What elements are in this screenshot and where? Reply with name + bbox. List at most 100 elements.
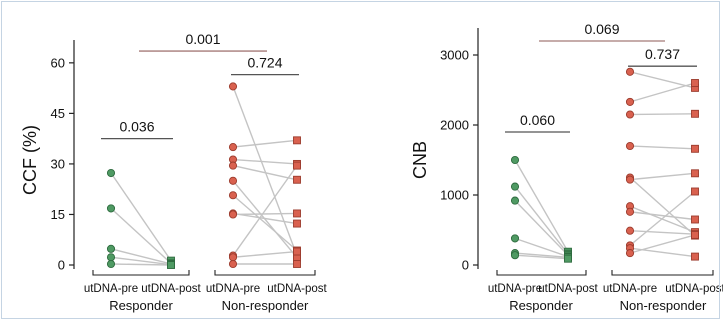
post-point [691,169,699,178]
pre-point [510,155,520,165]
pre-point [228,143,238,152]
group-label: Responder [109,298,173,313]
post-point [564,254,572,263]
figure-border [1,1,720,319]
paired-line [232,250,298,258]
paired-line [629,211,696,221]
paired-line [110,207,172,264]
paired-line [110,263,172,266]
paired-line [232,86,298,256]
p-value-label: 0.069 [584,21,619,37]
category-label: utDNA-pre [488,283,542,295]
post-point [691,230,699,239]
group-label: Non-responder [222,298,309,313]
paired-line [629,172,696,181]
group-baseline [611,270,714,276]
cnb-panel: 0 1000 2000 3000 CNB utDNA-pre utDNA-post utDNA… [410,21,723,313]
y-tick-label: 30 [51,156,65,171]
pre-point [625,207,635,216]
paired-line [629,176,696,237]
pre-point [510,196,520,205]
pre-point [106,204,116,213]
y-axis-label: CNB [410,141,430,179]
paired-line [110,256,172,266]
pre-point [106,244,116,253]
category-label: utDNA-post [267,283,327,295]
y-axis-label: CCF (%) [20,125,40,195]
paired-line [514,159,569,253]
paired-line [629,145,696,150]
paired-line [514,252,569,258]
pre-point [228,176,238,185]
paired-line [514,200,569,256]
p-value-label: 0.724 [247,55,282,71]
paired-line [629,230,696,235]
post-point [293,247,301,256]
category-label: utDNA-post [665,283,723,295]
post-point [691,187,699,196]
group-label: Responder [509,298,573,313]
category-label: utDNA-pre [84,283,138,295]
paired-line [629,82,696,103]
pre-point [625,175,635,184]
pre-point [228,210,238,219]
pre-point [625,67,635,76]
pre-point [106,168,116,178]
post-point [293,136,301,145]
paired-line [514,186,569,255]
paired-line [232,212,298,216]
y-tick-label: 15 [51,207,65,222]
p-value-label: 0.001 [185,31,220,47]
paired-line [629,234,696,254]
paired-line [232,165,298,256]
group-baseline [214,270,316,276]
post-point [691,109,699,118]
post-point [293,175,301,184]
pre-point [228,191,238,200]
paired-line [629,113,696,116]
group-baseline [92,270,190,276]
post-point [293,260,301,268]
y-tick-label: 0 [58,258,65,273]
pre-point [625,249,635,258]
paired-line [232,164,298,181]
paired-line [629,71,696,89]
paired-line [514,254,569,260]
paired-line [514,237,569,258]
group-baseline [496,270,587,276]
paired-line [110,248,172,265]
pre-point [625,110,635,119]
category-label: utDNA-pre [206,283,260,295]
pre-point [625,97,635,106]
y-tick-label: 3000 [440,48,469,63]
post-point [691,252,699,261]
post-point [293,209,301,218]
p-value-label: 0.036 [119,119,154,135]
post-point [293,161,301,170]
pre-point [625,226,635,235]
post-point [691,144,699,153]
pre-point [625,141,635,151]
pre-point [510,251,520,260]
pre-point [510,234,520,243]
post-point [691,79,699,87]
y-tick-label: 2000 [440,118,469,133]
post-point [293,219,301,228]
pre-point [106,259,116,269]
category-label: utDNA-pre [603,283,657,295]
paired-line [232,212,298,225]
pre-point [510,182,520,191]
pre-point [228,82,238,91]
p-value-label: 0.737 [645,46,680,62]
y-tick-label: 0 [462,258,469,273]
y-tick-label: 1000 [440,188,469,203]
paired-line [232,158,298,165]
post-point [167,261,175,269]
y-tick-label: 60 [51,55,65,70]
y-tick-label: 45 [51,106,65,121]
group-label: Non-responder [620,298,707,313]
category-label: utDNA-post [141,283,201,295]
